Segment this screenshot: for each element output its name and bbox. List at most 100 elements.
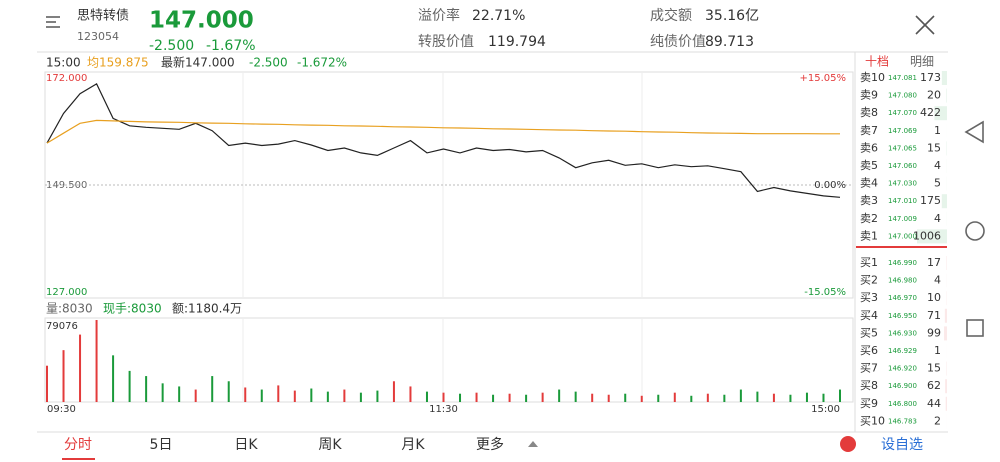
book-volume: 44 — [927, 397, 941, 410]
volume-bar — [46, 365, 48, 402]
volume-bar — [607, 394, 610, 402]
book-price: 147.010 — [888, 197, 917, 205]
book-volume: 17 — [927, 256, 941, 269]
volume-bar — [442, 392, 445, 402]
volume-bar — [673, 392, 676, 402]
book-label: 卖7 — [860, 124, 878, 137]
tab[interactable]: 更多 — [476, 436, 504, 453]
book-volume: 422 — [920, 106, 941, 119]
volume-bar — [822, 393, 825, 402]
volume-bar — [293, 390, 296, 402]
book-label: 买1 — [860, 256, 878, 269]
volume-bar — [459, 393, 462, 402]
book-price: 147.060 — [888, 162, 917, 170]
book-volume: 1006 — [913, 229, 941, 242]
volume-bar — [541, 392, 544, 402]
depth-bar — [944, 326, 947, 341]
depth-bar — [934, 106, 947, 121]
menu-icon[interactable] — [46, 16, 60, 28]
tab[interactable]: 分时 — [64, 437, 92, 453]
info-time: 15:00 — [46, 56, 81, 70]
tab[interactable]: 周K — [318, 437, 342, 453]
book-price: 147.080 — [888, 92, 917, 100]
book-volume: 10 — [927, 291, 941, 304]
book-label: 卖3 — [860, 194, 878, 207]
depth-bar — [941, 194, 947, 209]
book-label: 买6 — [860, 344, 878, 357]
book-volume: 71 — [927, 309, 941, 322]
nav-home[interactable] — [965, 221, 985, 241]
stat-label: 纯债价值 — [650, 34, 706, 50]
book-label: 买2 — [860, 274, 878, 287]
volume-bar — [95, 320, 98, 402]
volume-bar — [409, 386, 412, 402]
volume-bar — [525, 394, 528, 402]
book-price: 146.950 — [888, 312, 917, 320]
volume-bar — [624, 393, 627, 402]
bond-code: 123054 — [77, 30, 119, 43]
record-dot — [840, 436, 856, 452]
book-price: 147.069 — [888, 127, 917, 135]
change: -2.500 — [149, 38, 194, 54]
book-tab[interactable]: 十档 — [865, 55, 889, 69]
volume-bar — [690, 395, 693, 402]
volume-bar — [310, 388, 313, 402]
book-volume: 1 — [934, 124, 941, 137]
depth-bar — [945, 379, 947, 394]
stat-value: 35.16亿 — [705, 8, 759, 24]
volume-bar — [211, 376, 214, 402]
volume-bar — [657, 394, 660, 402]
book-label: 买10 — [860, 414, 885, 427]
stat-label: 转股价值 — [418, 34, 474, 50]
tab[interactable]: 5日 — [150, 437, 173, 453]
volume-bar — [359, 392, 362, 402]
info-change-pct: -1.672% — [297, 56, 347, 70]
book-price: 147.000 — [888, 232, 917, 240]
tab[interactable]: 日K — [234, 437, 258, 453]
price-line — [46, 119, 840, 144]
nav-back[interactable] — [964, 120, 984, 144]
depth-bar — [945, 396, 947, 411]
book-volume: 175 — [920, 194, 941, 207]
nav-recent[interactable] — [966, 319, 984, 337]
book-volume: 99 — [927, 326, 941, 339]
volume-bar — [260, 389, 263, 402]
volume-bar — [376, 390, 379, 402]
volume-bar — [145, 376, 148, 402]
stat-value: 22.71% — [472, 8, 525, 24]
v-grid — [242, 72, 643, 402]
bond-name: 思特转债 — [77, 9, 129, 24]
volume-bar — [640, 395, 643, 402]
y2-tick-label: 0.00% — [814, 180, 846, 191]
volume-bar — [723, 394, 726, 402]
book-volume: 173 — [920, 71, 941, 84]
volume-bar — [591, 393, 594, 402]
volume-bar — [772, 393, 775, 402]
volume-bar — [839, 389, 841, 402]
volume-bar — [128, 370, 131, 402]
price: 147.000 — [149, 8, 254, 34]
book-tab[interactable]: 明细 — [910, 55, 934, 69]
tab[interactable]: 月K — [401, 437, 425, 453]
book-label: 卖6 — [860, 141, 878, 154]
book-price: 146.970 — [888, 294, 917, 302]
x-tick-label: 09:30 — [47, 404, 76, 415]
volume-bar — [392, 381, 395, 402]
change-pct: -1.67% — [206, 38, 256, 54]
book-price: 147.070 — [888, 109, 917, 117]
watchlist-button[interactable]: 设自选 — [881, 437, 923, 453]
book-volume: 20 — [927, 89, 941, 102]
book-label: 卖4 — [860, 177, 878, 190]
depth-bar — [946, 256, 947, 270]
book-label: 卖10 — [860, 71, 885, 84]
volume-bar — [227, 381, 230, 402]
close-button[interactable] — [915, 15, 935, 35]
volume-bar — [79, 334, 82, 402]
book-label: 买5 — [860, 326, 878, 339]
book-volume: 5 — [934, 177, 941, 190]
volume-info: 量:8030 — [46, 302, 93, 316]
depth-bar — [944, 308, 947, 323]
stat-label: 成交额 — [650, 7, 692, 24]
info-latest: 最新147.000 — [161, 55, 235, 70]
y2-tick-label: +15.05% — [799, 73, 846, 84]
